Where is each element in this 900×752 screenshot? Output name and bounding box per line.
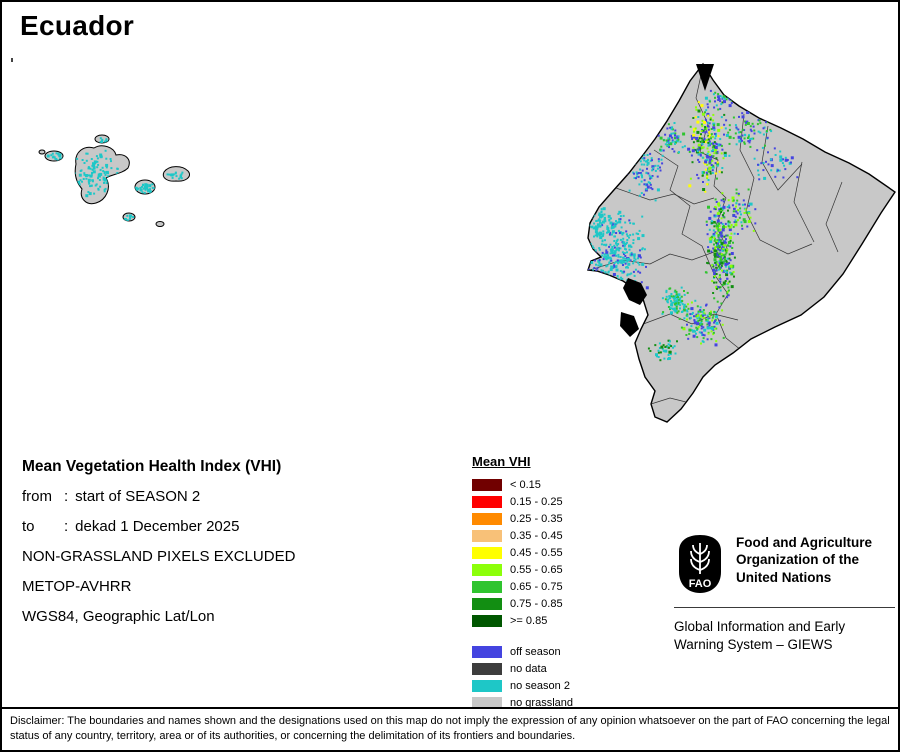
legend-swatch — [472, 495, 502, 508]
galapagos-islands — [38, 134, 190, 227]
legend-label: 0.15 - 0.25 — [510, 495, 563, 508]
legend-row: 0.25 - 0.35 — [472, 510, 573, 527]
period-from-row: from: start of SEASON 2 — [22, 482, 295, 512]
fao-acronym: FAO — [689, 578, 712, 590]
branding-divider — [674, 607, 895, 608]
legend-swatch — [472, 645, 502, 658]
legend-row: off season — [472, 643, 573, 660]
no-data-area — [620, 312, 639, 337]
map-info-block: Mean Vegetation Health Index (VHI) from:… — [22, 452, 295, 632]
island — [74, 145, 130, 205]
fao-logo: FAO — [679, 535, 721, 593]
period-to-colon: : — [64, 518, 69, 535]
legend-swatch — [472, 478, 502, 491]
island — [38, 149, 46, 155]
legend-swatch — [472, 614, 502, 627]
legend-label: no data — [510, 662, 547, 675]
no-data-area — [623, 278, 647, 305]
legend-label: 0.45 - 0.55 — [510, 546, 563, 559]
legend-row: 0.15 - 0.25 — [472, 493, 573, 510]
legend-swatch — [472, 679, 502, 692]
legend-label: 0.75 - 0.85 — [510, 597, 563, 610]
legend-swatch — [472, 580, 502, 593]
no-data-areas — [620, 64, 714, 337]
period-from-colon: : — [64, 488, 69, 505]
period-from-label: from — [22, 488, 52, 505]
legend-row: no data — [472, 660, 573, 677]
fao-branding-block: FAO Food and Agriculture Organization of… — [674, 534, 895, 653]
page-title: Ecuador — [20, 10, 135, 41]
legend-swatch — [472, 512, 502, 525]
legend-extra-list: off season no data no season 2 no grassland — [472, 643, 573, 711]
legend-row: 0.45 - 0.55 — [472, 544, 573, 561]
islet-speck — [11, 58, 13, 62]
fao-identity: FAO Food and Agriculture Organization of… — [674, 534, 895, 594]
island — [155, 221, 165, 227]
legend-row: 0.75 - 0.85 — [472, 595, 573, 612]
legend-swatch — [472, 546, 502, 559]
legend-label: no grassland — [510, 696, 573, 709]
legend-title: Mean VHI — [472, 454, 531, 469]
legend-label: no season 2 — [510, 679, 570, 692]
no-data-area — [696, 64, 714, 91]
period-to-label: to — [22, 518, 35, 535]
legend-row: 0.55 - 0.65 — [472, 561, 573, 578]
legend-row: no grassland — [472, 694, 573, 711]
legend-swatch — [472, 563, 502, 576]
info-line-projection: WGS84, Geographic Lat/Lon — [22, 608, 215, 625]
legend-label: 0.35 - 0.45 — [510, 529, 563, 542]
legend-swatch — [472, 696, 502, 709]
island-vhi-pixels — [46, 137, 184, 222]
legend-swatch — [472, 529, 502, 542]
legend-row: 0.65 - 0.75 — [472, 578, 573, 595]
giews-program-name: Global Information and Early Warning Sys… — [674, 619, 846, 652]
legend-label: 0.55 - 0.65 — [510, 563, 563, 576]
legend-row: >= 0.85 — [472, 612, 573, 629]
info-line-exclusion: NON-GRASSLAND PIXELS EXCLUDED — [22, 548, 296, 565]
legend-row: no season 2 — [472, 677, 573, 694]
legend-label: 0.65 - 0.75 — [510, 580, 563, 593]
legend-label: >= 0.85 — [510, 614, 548, 627]
legend-swatch — [472, 662, 502, 675]
period-to-value: dekad 1 December 2025 — [75, 518, 240, 535]
period-from-value: start of SEASON 2 — [75, 488, 201, 505]
legend-class-list: < 0.15 0.15 - 0.25 0.25 - 0.35 0.35 - 0.45 0… — [472, 476, 573, 629]
legend-row: < 0.15 — [472, 476, 573, 493]
period-to-row: to: dekad 1 December 2025 — [22, 512, 295, 542]
legend-swatch — [472, 597, 502, 610]
disclaimer-text: Disclaimer: The boundaries and names sho… — [2, 707, 898, 750]
wheat-ear-icon — [690, 543, 710, 574]
legend-label: < 0.15 — [510, 478, 541, 491]
legend-label: off season — [510, 645, 561, 658]
vhi-legend: Mean VHI < 0.15 0.15 - 0.25 0.25 - 0.35 0.3… — [472, 454, 573, 711]
info-heading: Mean Vegetation Health Index (VHI) — [22, 458, 282, 475]
legend-label: 0.25 - 0.35 — [510, 512, 563, 525]
legend-row: 0.35 - 0.45 — [472, 527, 573, 544]
fao-org-name: Food and Agriculture Organization of the… — [736, 535, 872, 585]
info-line-sensor: METOP-AVHRR — [22, 578, 132, 595]
